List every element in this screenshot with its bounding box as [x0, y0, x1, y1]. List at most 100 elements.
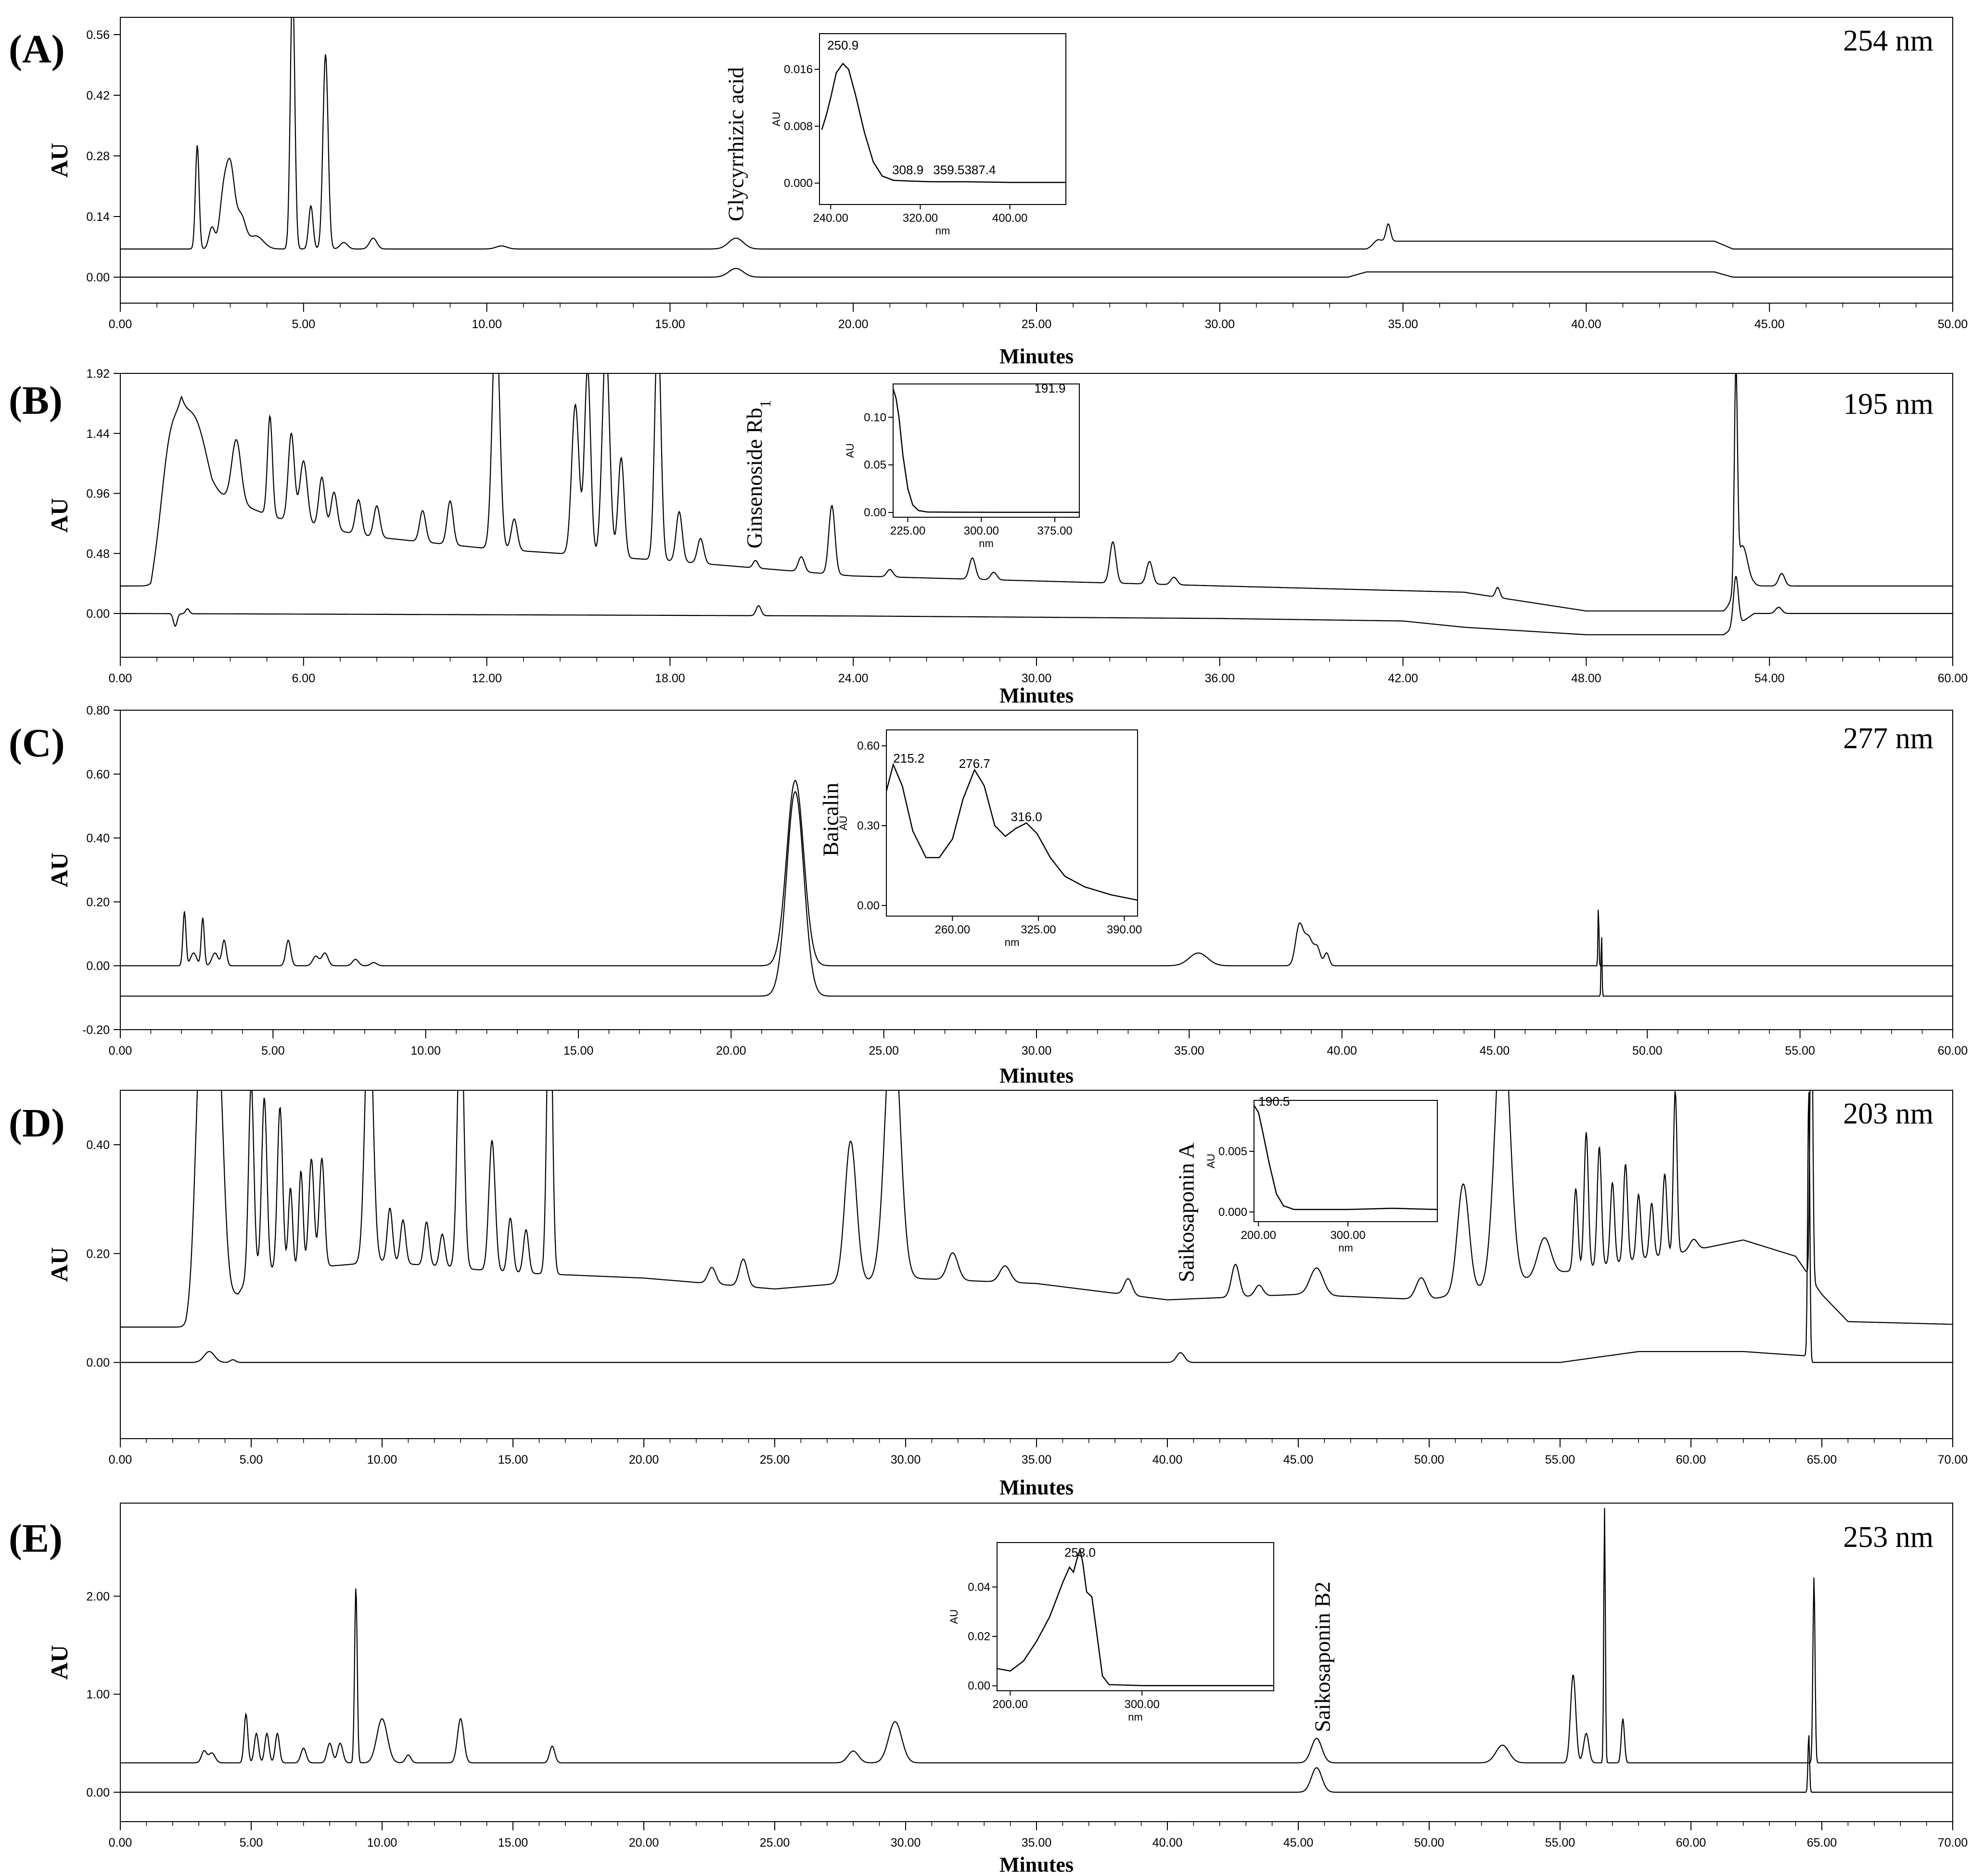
inset-x-axis-label: nm: [979, 537, 994, 549]
inset-peak-label: 191.9: [1034, 381, 1065, 396]
x-tick-label: 65.00: [1807, 1836, 1837, 1850]
compound-name: Glycyrrhizic acid: [724, 67, 748, 221]
x-tick-label: 20.00: [629, 1453, 659, 1467]
y-tick-label: 0.80: [86, 704, 110, 717]
chart-panel-a: (A) 254 nm AU Minutes 0.00 0.14 0.28 0.42 0.56 0.…: [9, 17, 1968, 368]
wavelength-label: 195 nm: [1843, 388, 1933, 421]
y-tick-label: 0.00: [86, 959, 110, 973]
x-tick-label: 50.00: [1414, 1836, 1445, 1850]
trace-sample: [120, 1508, 1953, 1763]
x-axis-label: Minutes: [999, 1853, 1074, 1876]
x-tick-label: 60.00: [1676, 1836, 1706, 1850]
x-tick-label: 35.00: [1388, 318, 1418, 331]
chart-panel-e: (E) 253 nm AU Minutes 0.00 1.00 2.00 0.00 5.00 10…: [9, 1503, 1968, 1876]
x-tick-label: 5.00: [240, 1836, 263, 1850]
x-axis-label: Minutes: [999, 1064, 1074, 1087]
inset-x-axis-label: nm: [1128, 1711, 1143, 1723]
chart-panel-b: (B) 195 nm AU Minutes 0.00 0.48 0.96 1.44 1.92 0.…: [9, 367, 1968, 707]
inset-y-tick-label: 0.02: [968, 1630, 990, 1643]
compound-label: Glycyrrhizic acid: [724, 67, 748, 221]
x-tick-label: 54.00: [1754, 672, 1785, 685]
y-tick-label: 0.00: [86, 607, 110, 621]
uv-spectrum-inset: 200.00 300.00 0.000 0.005 nm AU 190.5: [1205, 1094, 1438, 1254]
x-tick-label: 60.00: [1938, 1044, 1968, 1058]
x-tick-label: 10.00: [410, 1044, 441, 1058]
inset-y-axis-label: AU: [770, 112, 782, 127]
inset-peak-label: 215.2: [893, 751, 924, 766]
wavelength-label: 254 nm: [1843, 25, 1933, 57]
inset-x-tick-label: 325.00: [1021, 923, 1056, 936]
wavelength-label: 253 nm: [1843, 1521, 1933, 1554]
inset-y-axis-label: AU: [948, 1609, 960, 1624]
x-tick-label: 5.00: [240, 1453, 263, 1467]
trace-sample: [120, 1090, 1953, 1328]
x-tick-label: 30.00: [891, 1453, 921, 1467]
x-tick-label: 30.00: [1205, 318, 1235, 331]
inset-y-tick-label: 0.10: [864, 411, 886, 424]
inset-x-tick-label: 400.00: [992, 212, 1027, 225]
chart-panel-d: (D) 203 nm AU Minutes 0.00 0.20 0.40 0.00 5.00 10…: [9, 1090, 1968, 1499]
x-tick-label: 48.00: [1571, 672, 1601, 685]
x-tick-label: 35.00: [1174, 1044, 1204, 1058]
x-tick-label: 20.00: [716, 1044, 746, 1058]
x-tick-label: 20.00: [629, 1836, 659, 1850]
y-tick-label: 2.00: [86, 1590, 110, 1604]
inset-peak-label: 253.0: [1064, 1545, 1096, 1559]
x-tick-label: 15.00: [498, 1453, 528, 1467]
x-tick-label: 55.00: [1545, 1836, 1575, 1850]
x-tick-label: 10.00: [472, 318, 502, 331]
x-tick-label: 24.00: [838, 672, 869, 685]
compound-name: Ginsenoside Rb: [742, 408, 767, 549]
x-tick-label: 40.00: [1152, 1836, 1183, 1850]
inset-spectrum-line: [821, 63, 1066, 183]
trace-standard: [120, 1735, 1953, 1793]
y-tick-label: 0.14: [86, 210, 110, 224]
inset-x-tick-label: 300.00: [1124, 1698, 1159, 1711]
x-axis-label: Minutes: [999, 1476, 1074, 1499]
inset-frame: [997, 1542, 1274, 1691]
trace-sample: [120, 17, 1953, 250]
y-axis-label: AU: [46, 1645, 73, 1680]
x-tick-label: 55.00: [1785, 1044, 1815, 1058]
x-tick-label: 35.00: [1022, 1836, 1052, 1850]
uv-spectrum-inset: 260.00 325.00 390.00 0.00 0.30 0.60 nm AU 215.2 2…: [837, 729, 1142, 948]
inset-peak-label: 308.9: [892, 163, 923, 177]
inset-x-tick-label: 200.00: [993, 1698, 1028, 1711]
x-tick-label: 55.00: [1545, 1453, 1575, 1467]
x-tick-label: 65.00: [1807, 1453, 1837, 1467]
inset-peak-label: 316.0: [1011, 810, 1042, 824]
inset-x-tick-label: 200.00: [1241, 1229, 1276, 1242]
x-tick-label: 0.00: [109, 1836, 132, 1850]
x-tick-label: 5.00: [261, 1044, 285, 1058]
x-tick-label: 0.00: [109, 672, 132, 685]
x-tick-label: 60.00: [1676, 1453, 1706, 1467]
x-tick-label: 10.00: [367, 1453, 397, 1467]
y-tick-label: 1.92: [86, 367, 110, 381]
x-tick-label: 50.00: [1938, 318, 1968, 331]
inset-y-tick-label: 0.05: [864, 459, 886, 472]
inset-y-tick-label: 0.008: [784, 120, 813, 133]
inset-peak-label: 276.7: [959, 756, 990, 771]
inset-peak-label: 190.5: [1258, 1094, 1290, 1109]
compound-label: Ginsenoside Rb1: [742, 400, 774, 549]
compound-name: Saikosaponin A: [1174, 1143, 1198, 1282]
x-tick-label: 70.00: [1938, 1453, 1968, 1467]
x-tick-label: 25.00: [760, 1836, 790, 1850]
y-tick-label: 0.20: [86, 1247, 110, 1261]
x-tick-label: 30.00: [1022, 672, 1052, 685]
y-tick-label: 0.00: [86, 1356, 110, 1370]
inset-peak-label: 250.9: [827, 38, 858, 52]
y-tick-label: 0.60: [86, 768, 110, 781]
trace-standard: [120, 268, 1953, 278]
x-tick-label: 15.00: [563, 1044, 594, 1058]
inset-y-axis-label: AU: [844, 443, 856, 458]
x-tick-label: 40.00: [1327, 1044, 1357, 1058]
uv-spectrum-inset: 225.00 300.00 375.00 0.00 0.05 0.10 nm AU 191.9: [844, 381, 1080, 549]
compound-label: Saikosaponin B2: [1310, 1582, 1334, 1732]
inset-x-tick-label: 390.00: [1107, 923, 1142, 936]
x-tick-label: 18.00: [655, 672, 685, 685]
x-tick-label: 25.00: [760, 1453, 790, 1467]
x-tick-label: 70.00: [1938, 1836, 1968, 1850]
y-axis-label: AU: [46, 498, 73, 533]
